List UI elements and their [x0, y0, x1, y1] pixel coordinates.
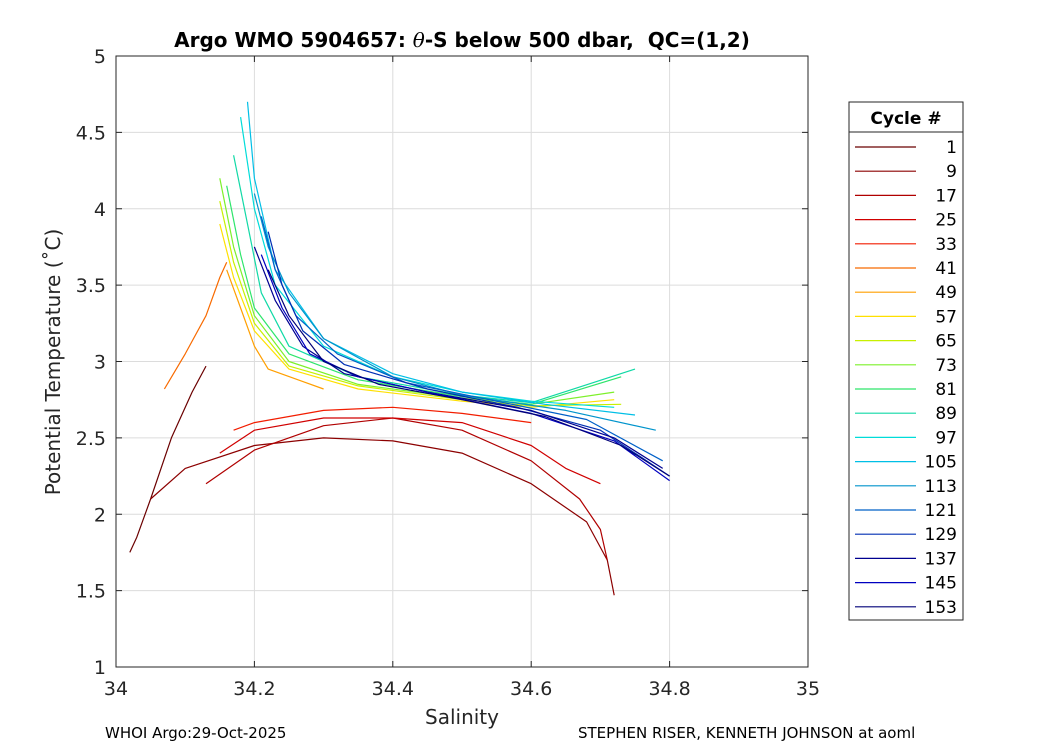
x-axis-label: Salinity: [425, 705, 499, 729]
legend-label-cycle-105: 105: [925, 453, 957, 473]
y-tick-label: 3: [94, 352, 106, 374]
legend-label-cycle-17: 17: [935, 186, 957, 206]
series-line-cycle-1: [129, 365, 207, 553]
legend-label-cycle-57: 57: [935, 307, 957, 327]
x-tick-label: 34.8: [648, 678, 690, 700]
y-axis-label: Potential Temperature (˚C): [41, 229, 65, 496]
data-series: [129, 101, 670, 596]
legend-label-cycle-1: 1: [946, 138, 957, 158]
series-line-cycle-145: [260, 254, 670, 482]
series-line-cycle-25: [219, 417, 601, 485]
y-tick-label: 2.5: [76, 428, 106, 450]
y-tick-label: 3.5: [76, 275, 106, 297]
legend: Cycle # 1 9 17 25 33 41 49 57 65 73 81 89 97 105 113 12…: [848, 101, 964, 621]
y-axis-ticks: 1 1.5 2 2.5 3 3.5 4 4.5 5: [76, 46, 808, 679]
series-line-cycle-9: [150, 437, 615, 596]
series-line-cycle-33: [233, 406, 532, 431]
legend-label-cycle-137: 137: [925, 549, 957, 569]
legend-label-cycle-97: 97: [935, 428, 957, 448]
legend-title: Cycle #: [870, 109, 941, 129]
series-line-cycle-121: [260, 216, 663, 462]
legend-label-cycle-145: 145: [925, 574, 957, 594]
series-line-cycle-153: [267, 269, 670, 477]
legend-label-cycle-89: 89: [935, 404, 957, 424]
x-tick-label: 34: [104, 678, 128, 700]
x-tick-label: 34.2: [233, 678, 275, 700]
series-line-cycle-17: [205, 417, 608, 561]
series-line-cycle-65: [219, 200, 622, 407]
chart-title: Argo WMO 5904657: θ-S below 500 dbar, QC…: [174, 28, 750, 52]
legend-label-cycle-73: 73: [935, 356, 957, 376]
legend-label-cycle-129: 129: [925, 525, 957, 545]
x-axis-ticks: 34 34.2 34.4 34.6 34.8 35: [104, 56, 820, 700]
series-line-cycle-105: [246, 101, 636, 416]
y-tick-label: 1.5: [76, 581, 106, 603]
series-line-cycle-49: [226, 269, 324, 390]
y-tick-label: 1: [94, 657, 106, 679]
y-tick-label: 2: [94, 504, 106, 526]
series-line-cycle-97: [240, 117, 615, 408]
y-tick-label: 4: [94, 199, 106, 221]
legend-entries: 1 9 17 25 33 41 49 57 65 73 81 89 97 105 113 121 129 137 1…: [855, 138, 957, 618]
legend-label-cycle-25: 25: [935, 211, 957, 231]
legend-label-cycle-65: 65: [935, 332, 957, 352]
legend-label-cycle-81: 81: [935, 380, 957, 400]
footer-credit: STEPHEN RISER, KENNETH JOHNSON at aoml: [578, 724, 916, 742]
legend-label-cycle-153: 153: [925, 598, 957, 618]
legend-label-cycle-49: 49: [935, 283, 957, 303]
x-tick-label: 34.4: [372, 678, 414, 700]
y-tick-label: 5: [94, 46, 106, 68]
legend-label-cycle-33: 33: [935, 235, 957, 255]
footer-date: WHOI Argo:29-Oct-2025: [105, 724, 287, 742]
legend-label-cycle-121: 121: [925, 501, 957, 521]
legend-label-cycle-9: 9: [946, 162, 957, 182]
y-tick-label: 4.5: [76, 122, 106, 144]
x-tick-label: 34.6: [510, 678, 552, 700]
legend-label-cycle-41: 41: [935, 259, 957, 279]
legend-label-cycle-113: 113: [925, 477, 957, 497]
series-line-cycle-41: [163, 261, 228, 390]
x-tick-label: 35: [796, 678, 820, 700]
series-line-cycle-129: [267, 231, 670, 477]
